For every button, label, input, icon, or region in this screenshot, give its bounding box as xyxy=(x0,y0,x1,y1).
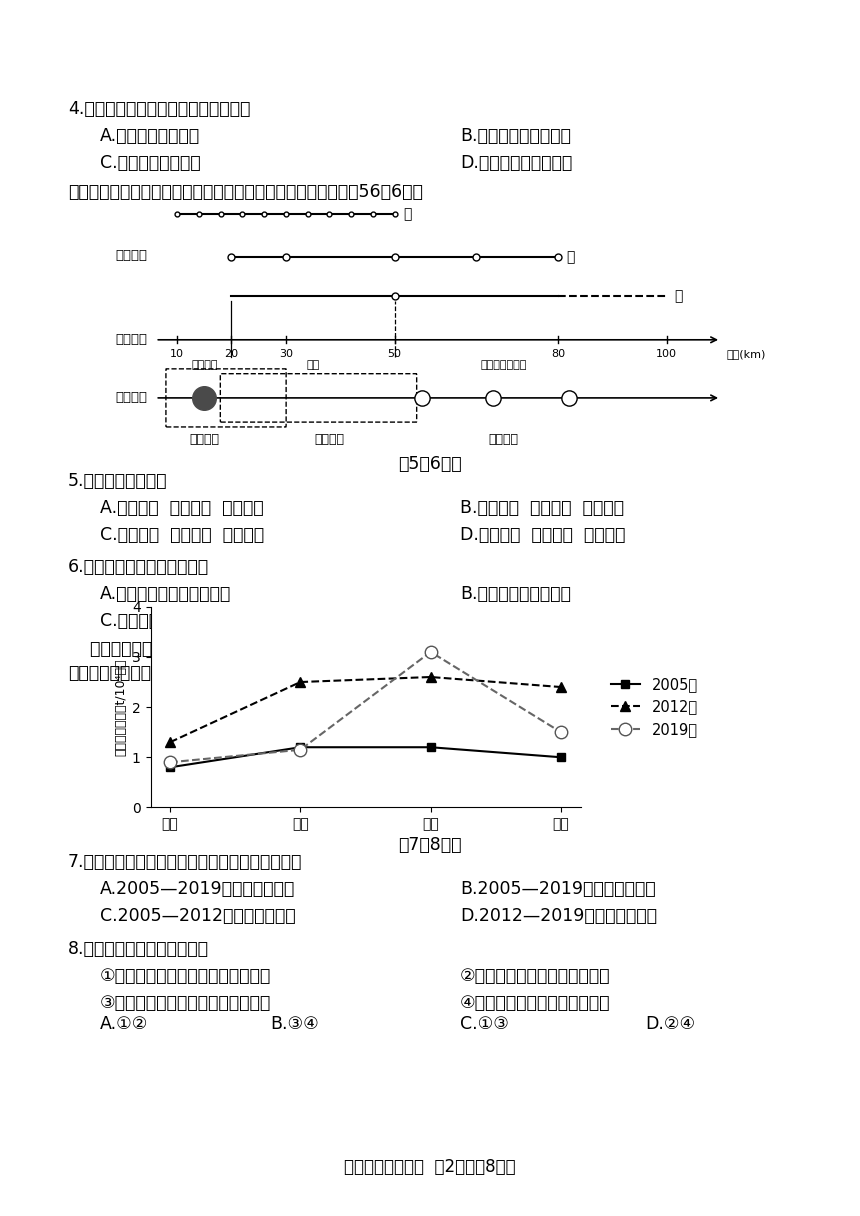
Text: 100: 100 xyxy=(656,349,677,359)
Text: B.市郊鐵路  市区地鐵  高速鐵路: B.市郊鐵路 市区地鐵 高速鐵路 xyxy=(460,499,624,517)
2019年 xyxy=(295,743,305,758)
Text: 中心城区: 中心城区 xyxy=(191,360,218,370)
Text: 乙: 乙 xyxy=(566,250,574,265)
Text: 下图为我国某都市圈轨道交通与城市空间形态关糵示意图。完成56、6题。: 下图为我国某都市圈轨道交通与城市空间形态关糵示意图。完成56、6题。 xyxy=(68,182,423,201)
Text: 远郊及周边城镇: 远郊及周边城镇 xyxy=(480,360,526,370)
Text: 10: 10 xyxy=(170,349,184,359)
Text: 服务业碳强度即服务业单位国内生产总値的二氧化碳排放量，它是衡量区域服务业减排绩: 服务业碳强度即服务业单位国内生产总値的二氧化碳排放量，它是衡量区域服务业减排绩 xyxy=(68,640,494,658)
2012年 xyxy=(556,680,566,694)
Text: 4.植被上限上升后，该山地垂直带谱中: 4.植被上限上升后，该山地垂直带谱中 xyxy=(68,100,250,118)
2005年 xyxy=(165,760,175,775)
Text: D.市郊鐵路  高速鐵路  市区地鐵: D.市郊鐵路 高速鐵路 市区地鐵 xyxy=(460,527,625,544)
2005年 xyxy=(295,739,305,754)
Text: C.①③: C.①③ xyxy=(460,1015,509,1034)
2012年 xyxy=(426,670,436,685)
Text: A.雪线海拔高度下降: A.雪线海拔高度下降 xyxy=(100,126,200,145)
2019年 xyxy=(556,725,566,739)
Text: 7.关于四省市服务业碳强度变化的描述，正确的是: 7.关于四省市服务业碳强度变化的描述，正确的是 xyxy=(68,852,303,871)
2005年 xyxy=(556,750,566,765)
Text: D.2012—2019年上海降幅最大: D.2012—2019年上海降幅最大 xyxy=(460,907,657,925)
2012年 xyxy=(165,734,175,749)
Text: C.市区地鐵  高速鐵路  市郊鐵路: C.市区地鐵 高速鐵路 市郊鐵路 xyxy=(100,527,264,544)
Text: A.都市圈内部通勤距离缩短: A.都市圈内部通勤距离缩短 xyxy=(100,585,231,603)
2012年 xyxy=(295,675,305,689)
Text: ②加强城市绿化，扩大绿地面积: ②加强城市绿化，扩大绿地面积 xyxy=(460,967,611,985)
Text: 第7、8题图: 第7、8题图 xyxy=(398,837,462,854)
Text: D.②④: D.②④ xyxy=(645,1015,695,1034)
Text: C.中心城区的环境质量下降: C.中心城区的环境质量下降 xyxy=(100,612,231,630)
Text: 第5、6题图: 第5、6题图 xyxy=(398,455,462,473)
Text: 连绵发展: 连绵发展 xyxy=(189,433,219,446)
Text: ③加快金融业发展，优化服务业结构: ③加快金融业发展，优化服务业结构 xyxy=(100,993,271,1012)
Legend: 2005年, 2012年, 2019年: 2005年, 2012年, 2019年 xyxy=(605,671,703,743)
Text: A.①②: A.①② xyxy=(100,1015,149,1034)
2019年 xyxy=(165,755,175,770)
Text: D.森林带向高海拔扩展: D.森林带向高海拔扩展 xyxy=(460,154,572,171)
Text: B.近郊产业沿轴线集聚: B.近郊产业沿轴线集聚 xyxy=(460,585,571,603)
Text: 效的重要指标。下图为四省市服务业碳强度变化图。完成77、8题。: 效的重要指标。下图为四省市服务业碳强度变化图。完成77、8题。 xyxy=(68,664,391,682)
Line: 2005年: 2005年 xyxy=(166,743,565,771)
Text: 甲: 甲 xyxy=(402,207,411,221)
Text: 空间尺度: 空间尺度 xyxy=(115,333,147,347)
Text: 30: 30 xyxy=(279,349,293,359)
Text: C.自然带的数量减少: C.自然带的数量减少 xyxy=(100,154,200,171)
Text: 轨道交通: 轨道交通 xyxy=(115,248,147,261)
Text: 地理（选考）试题  第2页（兲8页）: 地理（选考）试题 第2页（兲8页） xyxy=(344,1158,516,1176)
Text: B.2005—2019年浙江持续下降: B.2005—2019年浙江持续下降 xyxy=(460,880,655,897)
Text: C.2005—2012年贵州增幅最大: C.2005—2012年贵州增幅最大 xyxy=(100,907,296,925)
2005年 xyxy=(426,739,436,754)
Text: 50: 50 xyxy=(388,349,402,359)
Text: 轴带发展: 轴带发展 xyxy=(315,433,344,446)
Text: A.市区地鐵  市郊鐵路  高速鐵路: A.市区地鐵 市郊鐵路 高速鐵路 xyxy=(100,499,264,517)
2019年 xyxy=(426,644,436,659)
Text: B.③④: B.③④ xyxy=(270,1015,319,1034)
Text: 近郊: 近郊 xyxy=(306,360,320,370)
Text: 5.甲、乙、丙分别是: 5.甲、乙、丙分别是 xyxy=(68,472,168,490)
Text: D.远郊空间呈连绵发展: D.远郊空间呈连绵发展 xyxy=(460,612,572,630)
Text: ④外迁服务业，使其向郊区扩散: ④外迁服务业，使其向郊区扩散 xyxy=(460,993,611,1012)
Text: A.2005—2019年河南持续上升: A.2005—2019年河南持续上升 xyxy=(100,880,295,897)
Text: 丙: 丙 xyxy=(675,289,683,303)
Text: B.上限植被是高山草甸: B.上限植被是高山草甸 xyxy=(460,126,571,145)
Text: ①利用清洁能源，改善能源消费结构: ①利用清洁能源，改善能源消费结构 xyxy=(100,967,271,985)
Text: 空间形态: 空间形态 xyxy=(115,392,147,405)
Text: 距离(km): 距离(km) xyxy=(727,349,765,359)
Y-axis label: 服务业碳强度（t/10⁴元）: 服务业碳强度（t/10⁴元） xyxy=(114,658,128,756)
Text: 8.上海降低服务业碳强度，可: 8.上海降低服务业碳强度，可 xyxy=(68,940,209,958)
Text: 珠链发展: 珠链发展 xyxy=(488,433,519,446)
Text: 6.轨道交通发展带来的影响是: 6.轨道交通发展带来的影响是 xyxy=(68,558,209,576)
Line: 2019年: 2019年 xyxy=(163,646,568,769)
Text: 80: 80 xyxy=(550,349,565,359)
Text: 20: 20 xyxy=(224,349,238,359)
Line: 2012年: 2012年 xyxy=(165,672,566,747)
